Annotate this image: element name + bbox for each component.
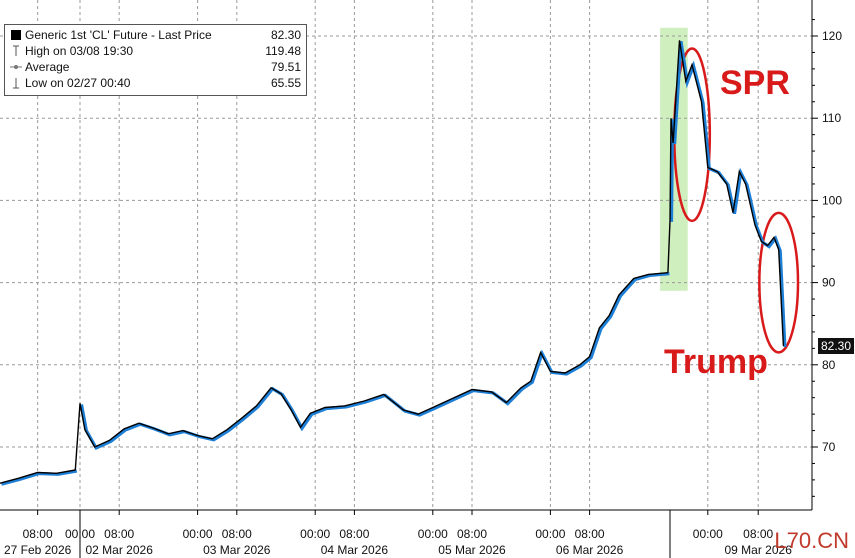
spr-annotation: SPR: [720, 64, 790, 102]
y-tick-label: 120: [822, 29, 842, 43]
x-tick-date-label: 04 Mar 2026: [321, 543, 389, 557]
legend-low-label: Low on 02/27 00:40: [25, 76, 131, 90]
legend-series-name: Generic 1st 'CL' Future - Last Price: [25, 28, 212, 42]
watermark: L70.CN: [774, 528, 849, 553]
series-line: [79, 272, 668, 448]
y-axis: 70 80 90 100 110 120: [811, 0, 842, 510]
y-tick-label: 100: [822, 193, 842, 207]
x-tick-date-label: 27 Feb 2026: [4, 543, 72, 557]
x-tick-date-label: 05 Mar 2026: [438, 543, 506, 557]
series-line: [0, 469, 76, 484]
series-shadow-line: [79, 272, 670, 451]
y-tick-label: 110: [822, 111, 841, 125]
y-tick-label: 70: [822, 440, 836, 454]
x-tick-time-label: 00:00: [300, 527, 330, 541]
last-price-tag: 82.30: [818, 338, 854, 354]
x-tick-time-label: 00:00: [535, 527, 565, 541]
series-layer: [0, 40, 787, 486]
legend-average-label: Average: [25, 60, 70, 74]
x-tick-time-label: 08:00: [743, 527, 773, 541]
x-tick-time-label: 08:00: [222, 527, 252, 541]
series-shadow-line: [669, 41, 787, 347]
x-tick-time-label: 08:00: [104, 527, 134, 541]
x-tick-date-label: 09 Mar 2026: [725, 543, 793, 557]
x-tick-date-label: 03 Mar 2026: [203, 543, 271, 557]
legend-row-average: Average 79.51: [5, 59, 306, 75]
trump-annotation: Trump: [664, 343, 768, 381]
x-tick-time-label: 00:00: [693, 527, 723, 541]
ellipse-annotation: [758, 211, 800, 354]
x-tick-date-label: 02 Mar 2026: [86, 543, 154, 557]
legend-row-low: Low on 02/27 00:40 65.55: [5, 75, 306, 91]
series-gap-connector: [667, 220, 671, 273]
legend-low-value: 65.55: [270, 76, 301, 90]
legend-average-value: 79.51: [270, 60, 301, 74]
legend-box: Generic 1st 'CL' Future - Last Price 82.…: [4, 24, 307, 96]
average-marker-icon: [10, 65, 22, 69]
legend-high-label: High on 03/08 19:30: [25, 44, 134, 58]
series-shadow-line: [1, 469, 78, 486]
x-tick-time-label: 00:00: [183, 527, 213, 541]
legend-row-series: Generic 1st 'CL' Future - Last Price 82.…: [5, 27, 306, 43]
legend-high-value: 119.48: [265, 44, 301, 58]
high-marker-icon: [13, 45, 19, 56]
legend-row-high: High on 03/08 19:30 119.48: [5, 43, 306, 59]
x-tick-time-label: 08:00: [23, 527, 53, 541]
legend-series-value: 82.30: [270, 28, 301, 42]
series-gap-connector: [74, 403, 81, 471]
y-tick-label: 80: [822, 358, 836, 372]
x-tick-time-label: 00:00: [418, 527, 448, 541]
series-swatch-icon: [11, 30, 21, 40]
low-marker-icon: [13, 78, 19, 89]
x-tick-time-label: 08:00: [457, 527, 487, 541]
y-tick-label: 90: [822, 276, 836, 290]
x-axis: 08:00 27 Feb 2026 00:00 08:00 02 Mar 2026 00:…: [0, 509, 812, 558]
series-line: [669, 40, 785, 346]
x-tick-date-label: 06 Mar 2026: [556, 543, 624, 557]
x-tick-time-label: 08:00: [575, 527, 605, 541]
x-tick-time-label: 08:00: [339, 527, 369, 541]
